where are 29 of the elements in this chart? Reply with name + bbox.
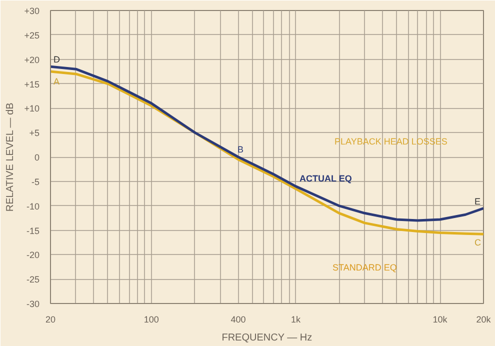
x-tick-label: 1k xyxy=(290,314,301,324)
annotation: E xyxy=(474,196,481,206)
annotation: ACTUAL EQ xyxy=(300,174,352,184)
annotation: B xyxy=(238,144,244,154)
y-tick-label: +15 xyxy=(24,79,40,90)
annotation: STANDARD EQ xyxy=(332,262,397,272)
y-tick-label: +30 xyxy=(24,6,40,16)
annotation: D xyxy=(54,54,60,64)
x-axis-title: FREQUENCY — Hz xyxy=(222,332,312,344)
y-tick-label: -5 xyxy=(32,176,40,187)
y-tick-label: -15 xyxy=(26,226,40,236)
y-tick-label: -25 xyxy=(26,274,40,285)
y-tick-label: 0 xyxy=(34,152,40,162)
x-tick-label: 100 xyxy=(144,314,159,324)
y-tick-label: -10 xyxy=(26,201,40,212)
y-tick-label: -30 xyxy=(26,299,40,309)
x-tick-label: 20k xyxy=(476,314,492,324)
y-tick-label: +5 xyxy=(29,128,40,138)
y-axis-title: RELATIVE LEVEL — dB xyxy=(5,102,16,212)
annotation: A xyxy=(54,76,60,86)
x-tick-label: 20 xyxy=(45,314,56,324)
annotation: C xyxy=(474,238,482,248)
x-tick-label: 10k xyxy=(432,314,448,324)
annotation: PLAYBACK HEAD LOSSES xyxy=(334,136,448,146)
y-tick-label: +20 xyxy=(24,54,40,65)
y-tick-label: +25 xyxy=(24,30,40,40)
y-tick-label: +10 xyxy=(24,104,40,114)
y-tick-label: -20 xyxy=(26,250,40,260)
x-tick-label: 400 xyxy=(230,314,246,324)
